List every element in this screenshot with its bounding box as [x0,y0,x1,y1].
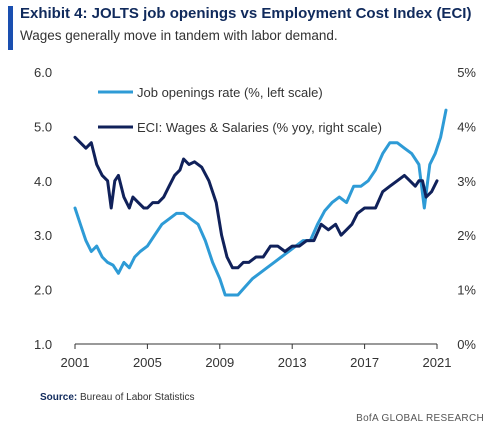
title-accent-bar [8,6,13,50]
right-tick-label: 1% [457,283,476,298]
series-line-job-openings [73,108,448,297]
legend-label: Job openings rate (%, left scale) [137,85,323,100]
right-tick-label: 2% [457,228,476,243]
left-tick-label: 2.0 [34,283,52,298]
right-tick-label: 0% [457,337,476,352]
left-tick-label: 5.0 [34,119,52,134]
right-tick-label: 3% [457,174,476,189]
right-tick-label: 5% [457,65,476,80]
brand-label: BofA GLOBAL RESEARCH [356,413,484,424]
source-label: Source: [40,392,78,403]
left-tick-label: 4.0 [34,174,52,189]
series-layer [73,108,448,297]
chart-title: Exhibit 4: JOLTS job openings vs Employm… [20,5,472,22]
chart-subtitle: Wages generally move in tandem with labo… [20,28,338,43]
x-tick-label: 2009 [205,355,234,370]
source-text: Bureau of Labor Statistics [80,392,195,403]
left-tick-label: 1.0 [34,337,52,352]
x-tick-label: 2001 [61,355,90,370]
x-axis-ticks: 2001 2005 2009 2013 2017 2021 [61,344,452,370]
x-tick-label: 2013 [278,355,307,370]
series-line-eci-wages [73,135,439,270]
x-tick-label: 2005 [133,355,162,370]
left-tick-label: 6.0 [34,65,52,80]
legend: Job openings rate (%, left scale) ECI: Wa… [98,85,382,135]
x-tick-label: 2017 [350,355,379,370]
legend-label: ECI: Wages & Salaries (% yoy, right scal… [137,120,382,135]
left-tick-label: 3.0 [34,228,52,243]
right-axis-ticks: 0% 1% 2% 3% 4% 5% [457,65,476,352]
source-note: Source: Bureau of Labor Statistics [40,392,195,403]
right-tick-label: 4% [457,119,476,134]
left-axis-ticks: 1.0 2.0 3.0 4.0 5.0 6.0 [34,65,52,352]
x-tick-label: 2021 [423,355,452,370]
